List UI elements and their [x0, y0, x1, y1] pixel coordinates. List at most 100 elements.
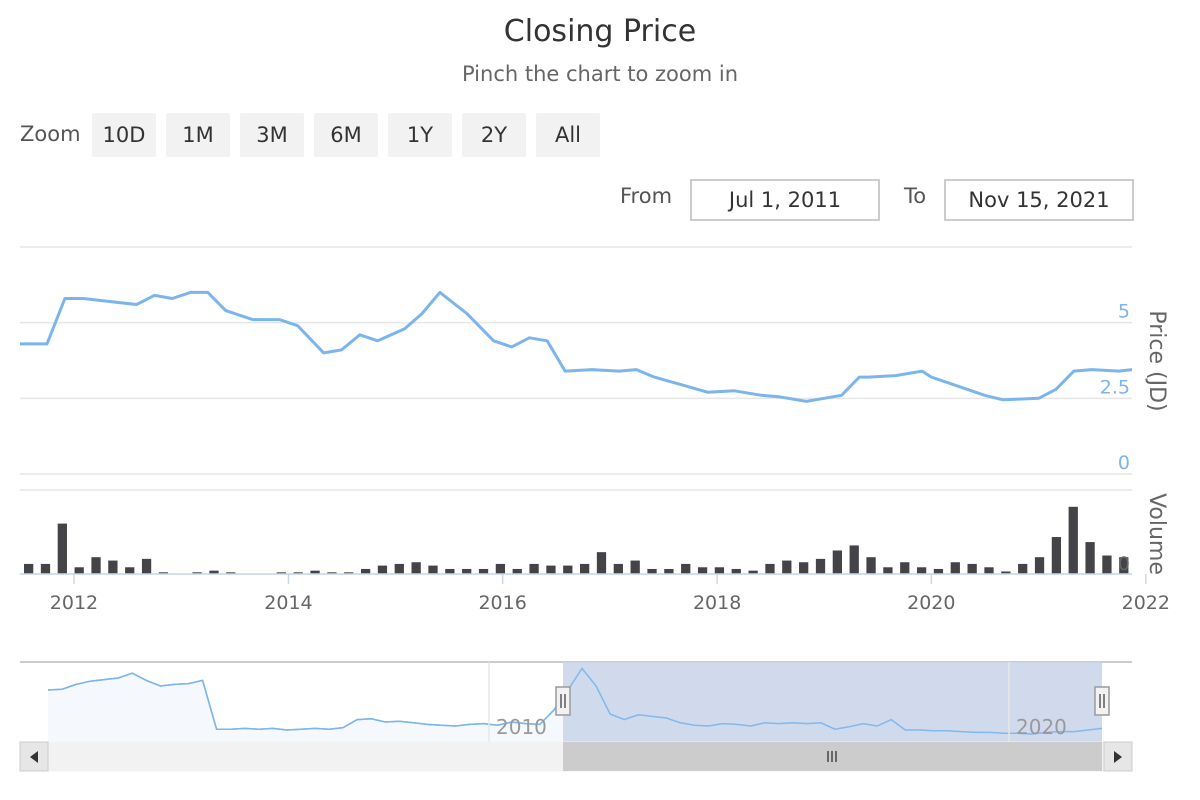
volume-bar	[647, 568, 657, 574]
volume-bar	[1102, 555, 1112, 574]
range-from-label: From	[620, 184, 673, 208]
navigator-tick-label: 2020	[1016, 715, 1067, 739]
volume-bar	[1034, 557, 1045, 574]
volume-bar	[1085, 542, 1095, 574]
volume-bar	[748, 570, 758, 574]
range-to-label: To	[904, 184, 927, 208]
zoom-6m-button[interactable]: 6M	[314, 113, 378, 157]
volume-bar	[580, 563, 590, 574]
scroll-left-icon	[30, 751, 38, 763]
price-axis-title: Price (JD)	[1144, 310, 1169, 411]
volume-bar	[1001, 571, 1011, 574]
volume-bar	[91, 557, 101, 574]
volume-bar	[344, 572, 354, 574]
axes: 0 2.5 5 Price (JD) 0 Volume 2012 2014 2016 2018 20…	[20, 301, 1170, 614]
volume-bar	[360, 568, 371, 574]
volume-bar	[765, 563, 775, 574]
x-tick-label: 2022	[1122, 592, 1170, 614]
x-tick-label: 2020	[907, 592, 955, 614]
price-y-tick-label: 2.5	[1100, 376, 1130, 398]
volume-bar	[697, 567, 708, 574]
volume-bar	[1119, 557, 1129, 574]
volume-bar	[74, 567, 84, 574]
volume-bar	[596, 552, 607, 574]
volume-bar	[916, 567, 927, 574]
price-line	[20, 290, 1133, 403]
volume-bar	[984, 567, 994, 574]
volume-bar	[293, 572, 303, 574]
volume-bar	[478, 568, 489, 574]
zoom-3m-button[interactable]: 3M	[240, 113, 304, 157]
volume-bar	[731, 568, 741, 574]
volume-bar	[445, 568, 455, 574]
volume-bar	[411, 562, 421, 574]
price-y-tick-label: 0	[1118, 452, 1130, 474]
volume-bar	[377, 565, 388, 574]
volume-bar	[141, 558, 152, 574]
chart-title: Closing Price	[503, 14, 697, 49]
volume-bar	[630, 560, 640, 574]
scroll-right-icon	[1114, 751, 1122, 763]
navigator[interactable]: 2010 2020	[19, 661, 1133, 772]
range-to-input[interactable]	[944, 179, 1134, 221]
zoom-1y-button[interactable]: 1Y	[388, 113, 452, 157]
volume-bar	[192, 572, 202, 574]
navigator-scrollbar[interactable]	[19, 741, 1133, 772]
volume-bar	[849, 545, 859, 574]
range-from-input[interactable]	[690, 179, 880, 221]
chart-subtitle: Pinch the chart to zoom in	[461, 62, 739, 86]
volume-bar	[108, 560, 118, 574]
navigator-line-overlay	[47, 667, 1103, 735]
volume-bar	[40, 563, 51, 574]
volume-bar	[209, 570, 219, 574]
volume-axis-title: Volume	[1144, 493, 1169, 575]
volume-bar	[563, 565, 573, 574]
volume-bar	[832, 550, 842, 574]
volume-bar	[815, 558, 826, 574]
price-y-tick-label: 5	[1118, 301, 1130, 323]
handle-box	[1094, 686, 1110, 716]
zoom-10d-button[interactable]: 10D	[92, 113, 156, 157]
volume-bar	[495, 563, 506, 574]
volume-bar	[782, 560, 792, 574]
volume-bar	[613, 563, 623, 574]
x-tick-label: 2012	[50, 592, 98, 614]
volume-bar	[883, 567, 893, 574]
volume-bar	[125, 567, 135, 574]
volume-bar	[546, 565, 556, 574]
volume-bar	[866, 557, 876, 574]
zoom-label: Zoom	[20, 122, 81, 146]
navigator-right-handle[interactable]	[1094, 686, 1110, 716]
zoom-2y-button[interactable]: 2Y	[462, 113, 526, 157]
x-tick-label: 2014	[264, 592, 312, 614]
navigator-tick-label: 2010	[496, 715, 547, 739]
x-tick-label: 2018	[693, 592, 741, 614]
volume-bar	[394, 563, 404, 574]
volume-bar	[1018, 563, 1028, 574]
volume-bar	[327, 572, 337, 574]
navigator-left-handle[interactable]	[555, 686, 571, 716]
volume-bar	[226, 572, 236, 574]
volume-bar	[1068, 506, 1078, 574]
volume-bar	[664, 568, 674, 574]
volume-bar	[529, 563, 539, 574]
volume-bar	[900, 562, 910, 574]
zoom-all-button[interactable]: All	[536, 113, 600, 157]
price-series	[20, 290, 1133, 403]
volume-y-tick-label: 0	[1118, 553, 1130, 575]
x-tick-label: 2016	[478, 592, 526, 614]
volume-bar	[428, 565, 438, 574]
volume-bar	[799, 562, 809, 574]
volume-series	[24, 506, 1129, 574]
volume-bar	[158, 572, 169, 574]
grid-lines	[20, 246, 1132, 575]
handle-box	[555, 686, 571, 716]
zoom-1m-button[interactable]: 1M	[166, 113, 230, 157]
volume-bar	[462, 568, 472, 574]
volume-bar	[933, 568, 944, 574]
volume-bar	[512, 568, 522, 574]
volume-bar	[24, 563, 34, 574]
volume-bar	[57, 523, 67, 574]
volume-bar	[681, 563, 691, 574]
